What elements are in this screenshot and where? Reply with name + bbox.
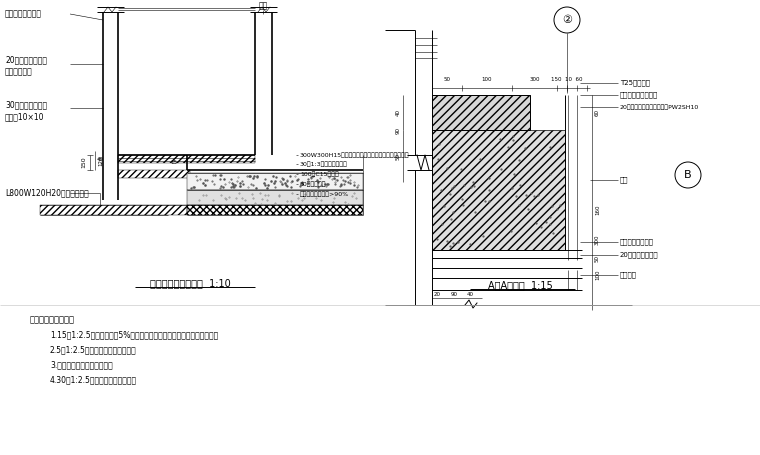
Text: A－A断面图  1:15: A－A断面图 1:15 (488, 280, 553, 290)
Text: 300: 300 (595, 235, 600, 245)
Text: 100: 100 (482, 77, 492, 82)
Text: 砖墙: 砖墙 (620, 177, 629, 183)
Text: 150  10  60: 150 10 60 (551, 77, 583, 82)
Text: L800W120H20火烧面覆红石: L800W120H20火烧面覆红石 (5, 188, 89, 197)
Text: 50: 50 (595, 254, 600, 262)
Text: 1.15厚1:2.5防水砂浆（掺5%防水剂）找平层，共平层复合镀锌钢丝网。: 1.15厚1:2.5防水砂浆（掺5%防水剂）找平层，共平层复合镀锌钢丝网。 (50, 330, 218, 339)
Text: B: B (684, 170, 692, 180)
Text: 20厚火烧面覆红石: 20厚火烧面覆红石 (5, 56, 47, 65)
Text: T25钢筋吐出: T25钢筋吐出 (620, 80, 650, 86)
Text: 3.将挂挂石配筋和水平钢筋。: 3.将挂挂石配筋和水平钢筋。 (50, 360, 112, 369)
Text: 台阶及室内地面做法  1:10: 台阶及室内地面做法 1:10 (150, 278, 230, 288)
Text: 20厚火烧面覆红石: 20厚火烧面覆红石 (620, 252, 659, 258)
Text: 门垛: 门垛 (258, 1, 268, 10)
Text: 20: 20 (433, 292, 441, 297)
Text: 40: 40 (97, 157, 104, 162)
Bar (40, 205, 187, 215)
Bar (187, 205, 363, 215)
Text: 150: 150 (81, 157, 86, 168)
Text: 50: 50 (444, 77, 451, 82)
Text: 50: 50 (396, 152, 401, 160)
Text: 切斜角10×10: 切斜角10×10 (5, 112, 45, 121)
Text: 90: 90 (451, 292, 458, 297)
Text: 4.30厚1:2.5水泥砂浆，分层灌浆。: 4.30厚1:2.5水泥砂浆，分层灌浆。 (50, 375, 137, 384)
Bar (118, 170, 190, 178)
Text: 40: 40 (467, 292, 473, 297)
Text: 15: 15 (170, 160, 177, 165)
Text: 火烧面覆红石饰线: 火烧面覆红石饰线 (620, 239, 654, 245)
Text: 100: 100 (595, 270, 600, 280)
Text: ②: ② (562, 15, 572, 25)
Text: 铝合金窗: 铝合金窗 (620, 272, 637, 278)
Text: 300: 300 (529, 77, 540, 82)
Text: 160: 160 (595, 205, 600, 215)
Bar (187, 190, 363, 205)
Text: 湿挂做法见文字说明: 湿挂做法见文字说明 (620, 92, 658, 98)
Text: 30厚1:3干硬性水泥砂浆: 30厚1:3干硬性水泥砂浆 (300, 161, 348, 167)
Text: 火烧面覆红石饰线: 火烧面覆红石饰线 (5, 10, 42, 19)
Text: 40: 40 (396, 109, 401, 116)
Text: 300W300H15大烧面覆红石，水泥背铜（高弹平面胶）: 300W300H15大烧面覆红石，水泥背铜（高弹平面胶） (300, 152, 410, 158)
Bar (432, 95, 530, 130)
Text: 素土夯实，密实度>90%: 素土夯实，密实度>90% (300, 191, 349, 197)
Text: 湿挂石材外墙面做法: 湿挂石材外墙面做法 (30, 315, 75, 324)
Text: 80厚碎石垫层: 80厚碎石垫层 (300, 181, 327, 187)
Text: 20厚大烧面覆红石，上量止PW2SH10: 20厚大烧面覆红石，上量止PW2SH10 (620, 104, 699, 110)
Bar (432, 130, 565, 250)
Text: 60: 60 (595, 109, 600, 116)
Text: 2.5厚1:2.5聚合物防水砂浆防水层。: 2.5厚1:2.5聚合物防水砂浆防水层。 (50, 345, 137, 354)
Bar (187, 173, 363, 190)
Text: 与正立面对缝: 与正立面对缝 (5, 67, 33, 76)
Text: 100厚C15混凝土: 100厚C15混凝土 (300, 171, 339, 177)
Bar (118, 155, 255, 163)
Text: 90: 90 (396, 126, 401, 133)
Text: 30厚火烧面覆红石: 30厚火烧面覆红石 (5, 101, 47, 110)
Text: 120: 120 (98, 155, 103, 166)
